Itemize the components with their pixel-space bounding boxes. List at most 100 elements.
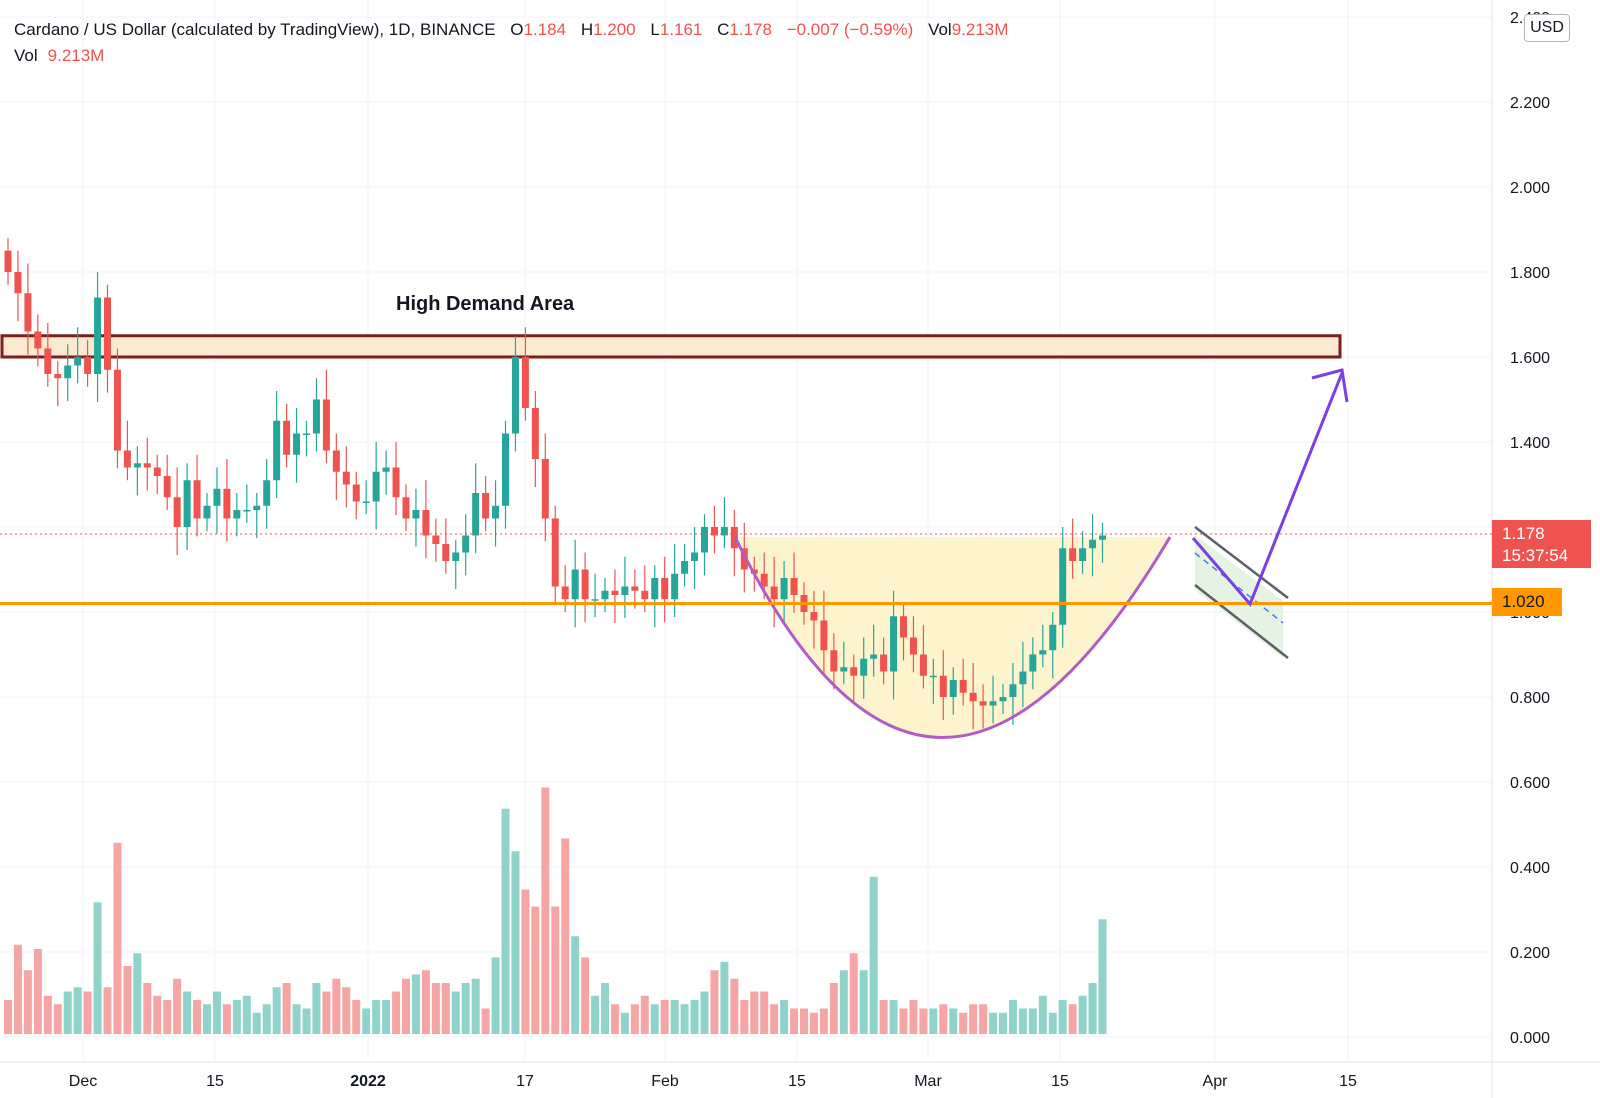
candle-body: [1099, 535, 1106, 540]
low-label: L: [650, 20, 660, 39]
volume-bar: [252, 1012, 261, 1034]
cup-pattern-curve: [733, 536, 1172, 739]
volume-bar: [521, 889, 530, 1034]
candle-body: [810, 612, 818, 621]
volume-bar: [889, 1000, 898, 1034]
time-tick-label: 15: [206, 1073, 224, 1090]
candle-body: [601, 590, 609, 600]
volume-bar: [1048, 1012, 1057, 1034]
volume-bar: [919, 1008, 928, 1034]
candle-body: [850, 667, 858, 676]
candle-body: [621, 586, 629, 595]
candle-body: [541, 459, 549, 519]
candle-body: [462, 535, 470, 553]
candle-body: [1059, 548, 1067, 625]
volume-bar: [232, 1000, 241, 1034]
time-tick-label: Dec: [69, 1073, 97, 1090]
volume-bar: [1088, 983, 1097, 1034]
volume-bar: [740, 1000, 749, 1034]
currency-button[interactable]: USD: [1524, 14, 1570, 42]
volume-bar: [103, 987, 112, 1034]
candle-body: [1009, 684, 1017, 697]
candle-body: [531, 408, 539, 459]
volume-bar: [969, 1004, 978, 1034]
volume-bar: [93, 902, 102, 1034]
candle-body: [551, 518, 559, 587]
volume-bar: [501, 808, 510, 1034]
volume-bar: [849, 953, 858, 1034]
volume-bar: [63, 991, 72, 1034]
candle-body: [880, 654, 888, 672]
candle-body: [1019, 671, 1027, 685]
high-value: 1.200: [593, 20, 636, 39]
candle-body: [760, 573, 768, 587]
candle-body: [581, 569, 589, 600]
price-tick-label: 1.600: [1510, 350, 1550, 367]
candle-body: [720, 527, 728, 536]
volume-bar: [541, 787, 550, 1034]
candle-body: [929, 675, 937, 678]
last-price: 1.178: [1502, 524, 1545, 543]
volume-bar: [43, 995, 52, 1034]
candle-body: [4, 250, 12, 272]
candle-body: [173, 497, 181, 527]
volume-bar: [1008, 1000, 1017, 1034]
candle-body: [253, 505, 261, 510]
volume-bar: [4, 1000, 12, 1034]
candle-body: [243, 510, 251, 512]
time-tick-label: 2022: [350, 1073, 386, 1090]
candle-body: [223, 488, 231, 519]
candle-body: [641, 590, 649, 600]
time-tick-label: 15: [1339, 1073, 1357, 1090]
bar-countdown: 15:37:54: [1502, 546, 1569, 565]
candle-body: [979, 701, 987, 706]
candle-body: [213, 488, 221, 506]
candle-body: [909, 637, 917, 655]
candle-body: [681, 561, 689, 574]
volume-bar: [402, 978, 410, 1034]
volume-bar: [451, 991, 460, 1034]
volume-bar: [839, 970, 848, 1034]
volume-bar: [999, 1012, 1007, 1034]
candle-body: [790, 578, 798, 595]
volume-bar: [720, 961, 729, 1034]
candle-body: [382, 467, 390, 472]
volume-bar: [909, 1000, 918, 1034]
candle-body: [203, 505, 211, 519]
candle-body: [492, 505, 500, 519]
candle-body: [472, 493, 480, 536]
volume-bar: [332, 978, 341, 1034]
time-tick-label: 15: [788, 1073, 806, 1090]
candle-body: [332, 450, 340, 472]
volume-bar: [899, 1008, 908, 1034]
candle-body: [64, 365, 72, 379]
candle-body: [362, 501, 370, 503]
vol-label: Vol: [928, 20, 952, 39]
candle-body: [372, 471, 380, 502]
time-tick-label: Mar: [914, 1073, 942, 1090]
candle-body: [631, 586, 639, 591]
volume-bar: [392, 991, 401, 1034]
volume-bar: [33, 949, 42, 1034]
volume-bar: [809, 1012, 818, 1034]
volume-bar: [163, 1000, 172, 1034]
volume-bar: [680, 1004, 689, 1034]
volume-bar: [312, 983, 321, 1034]
volume-bar: [1068, 1004, 1077, 1034]
candle-body: [402, 497, 410, 519]
volume-legend: Vol 9.213M: [14, 45, 104, 67]
volume-bar: [372, 1000, 381, 1034]
volume-bar: [212, 991, 221, 1034]
close-value: 1.178: [729, 20, 772, 39]
volume-bar: [829, 983, 838, 1034]
candle-body: [840, 667, 848, 672]
volume-bar: [461, 983, 470, 1034]
candle-body: [123, 450, 131, 468]
candle-body: [233, 510, 241, 519]
cup-pattern-fill: [735, 537, 1170, 738]
candle-body: [163, 476, 171, 498]
volume-bar: [670, 1000, 679, 1034]
volume-bar: [1038, 995, 1047, 1034]
candle-body: [890, 616, 898, 672]
